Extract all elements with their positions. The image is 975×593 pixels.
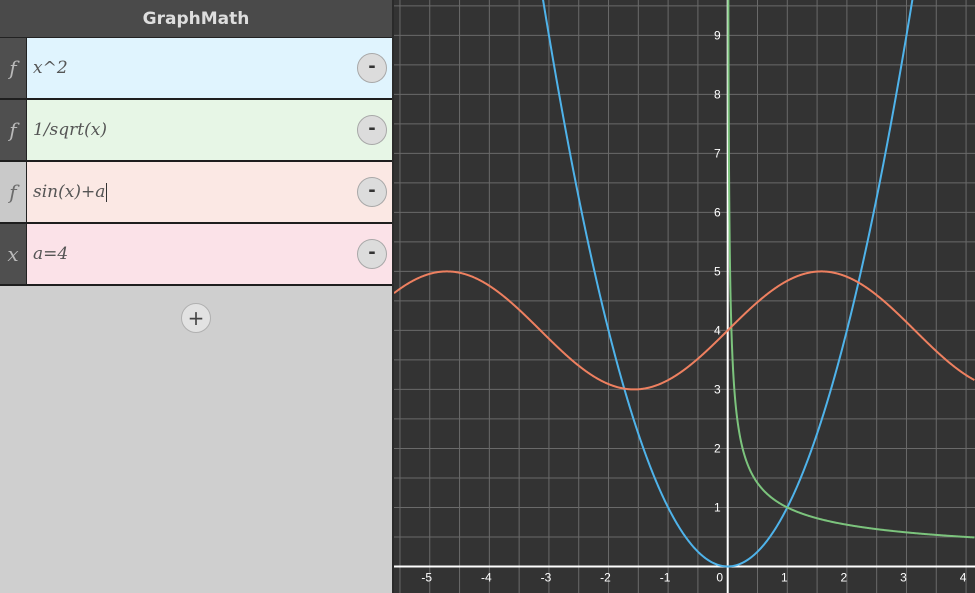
y-tick-label: 9 bbox=[714, 28, 721, 42]
x-tick-label: -4 bbox=[481, 570, 492, 584]
expression-input[interactable]: 1/sqrt(x) bbox=[27, 100, 392, 160]
x-tick-label: -3 bbox=[541, 570, 552, 584]
x-tick-label: 0 bbox=[716, 570, 723, 584]
expression-input[interactable]: x^2 bbox=[27, 38, 392, 98]
expression-row-3: f sin(x)+a - bbox=[0, 162, 392, 224]
remove-expression-button[interactable]: - bbox=[357, 177, 387, 207]
y-tick-label: 5 bbox=[714, 264, 721, 278]
grid-lines bbox=[394, 0, 975, 593]
y-tick-label: 7 bbox=[714, 146, 721, 160]
expression-text: sin(x)+a bbox=[33, 182, 106, 202]
remove-expression-button[interactable]: - bbox=[357, 53, 387, 83]
y-tick-label: 2 bbox=[714, 441, 721, 455]
x-tick-label: 2 bbox=[841, 570, 848, 584]
curves bbox=[394, 0, 975, 568]
graph-background bbox=[394, 0, 975, 593]
variable-type-icon[interactable]: x bbox=[0, 224, 27, 284]
expression-row-1: f x^2 - bbox=[0, 38, 392, 100]
function-type-icon[interactable]: f bbox=[0, 38, 27, 98]
y-tick-label: 1 bbox=[714, 500, 721, 514]
add-expression-button[interactable]: + bbox=[181, 303, 211, 333]
x-tick-label: 1 bbox=[781, 570, 788, 584]
expression-input[interactable]: sin(x)+a bbox=[27, 162, 392, 222]
function-type-icon[interactable]: f bbox=[0, 100, 27, 160]
expression-text: a=4 bbox=[33, 244, 69, 264]
x-tick-label: 3 bbox=[900, 570, 907, 584]
expression-input[interactable]: a=4 bbox=[27, 224, 392, 284]
expression-text: 1/sqrt(x) bbox=[33, 120, 107, 140]
curve-inverse-sqrt bbox=[727, 0, 975, 539]
y-tick-label: 3 bbox=[714, 382, 721, 396]
y-tick-label: 4 bbox=[714, 323, 721, 337]
expression-text: x^2 bbox=[33, 58, 68, 78]
app-title: GraphMath bbox=[0, 0, 392, 38]
tick-labels: -5 -4 -3 -2 -1 0 1 2 3 4 1 2 3 4 5 6 7 8 9 bbox=[421, 28, 966, 584]
function-type-icon[interactable]: f bbox=[0, 162, 27, 222]
remove-expression-button[interactable]: - bbox=[357, 115, 387, 145]
x-tick-label: -2 bbox=[600, 570, 611, 584]
graph-canvas[interactable]: -5 -4 -3 -2 -1 0 1 2 3 4 1 2 3 4 5 6 7 8 9 bbox=[394, 0, 975, 593]
x-tick-label: -1 bbox=[660, 570, 671, 584]
x-tick-label: 4 bbox=[960, 570, 967, 584]
x-tick-label: -5 bbox=[421, 570, 432, 584]
remove-expression-button[interactable]: - bbox=[357, 239, 387, 269]
curve-sine-plus-a bbox=[394, 270, 975, 391]
expression-panel: GraphMath f x^2 - f 1/sqrt(x) - f sin(x)… bbox=[0, 0, 394, 593]
curve-x-squared bbox=[542, 0, 914, 568]
y-tick-label: 8 bbox=[714, 87, 721, 101]
expression-row-4: x a=4 - bbox=[0, 224, 392, 286]
y-tick-label: 6 bbox=[714, 205, 721, 219]
text-cursor bbox=[106, 182, 108, 202]
expression-row-2: f 1/sqrt(x) - bbox=[0, 100, 392, 162]
